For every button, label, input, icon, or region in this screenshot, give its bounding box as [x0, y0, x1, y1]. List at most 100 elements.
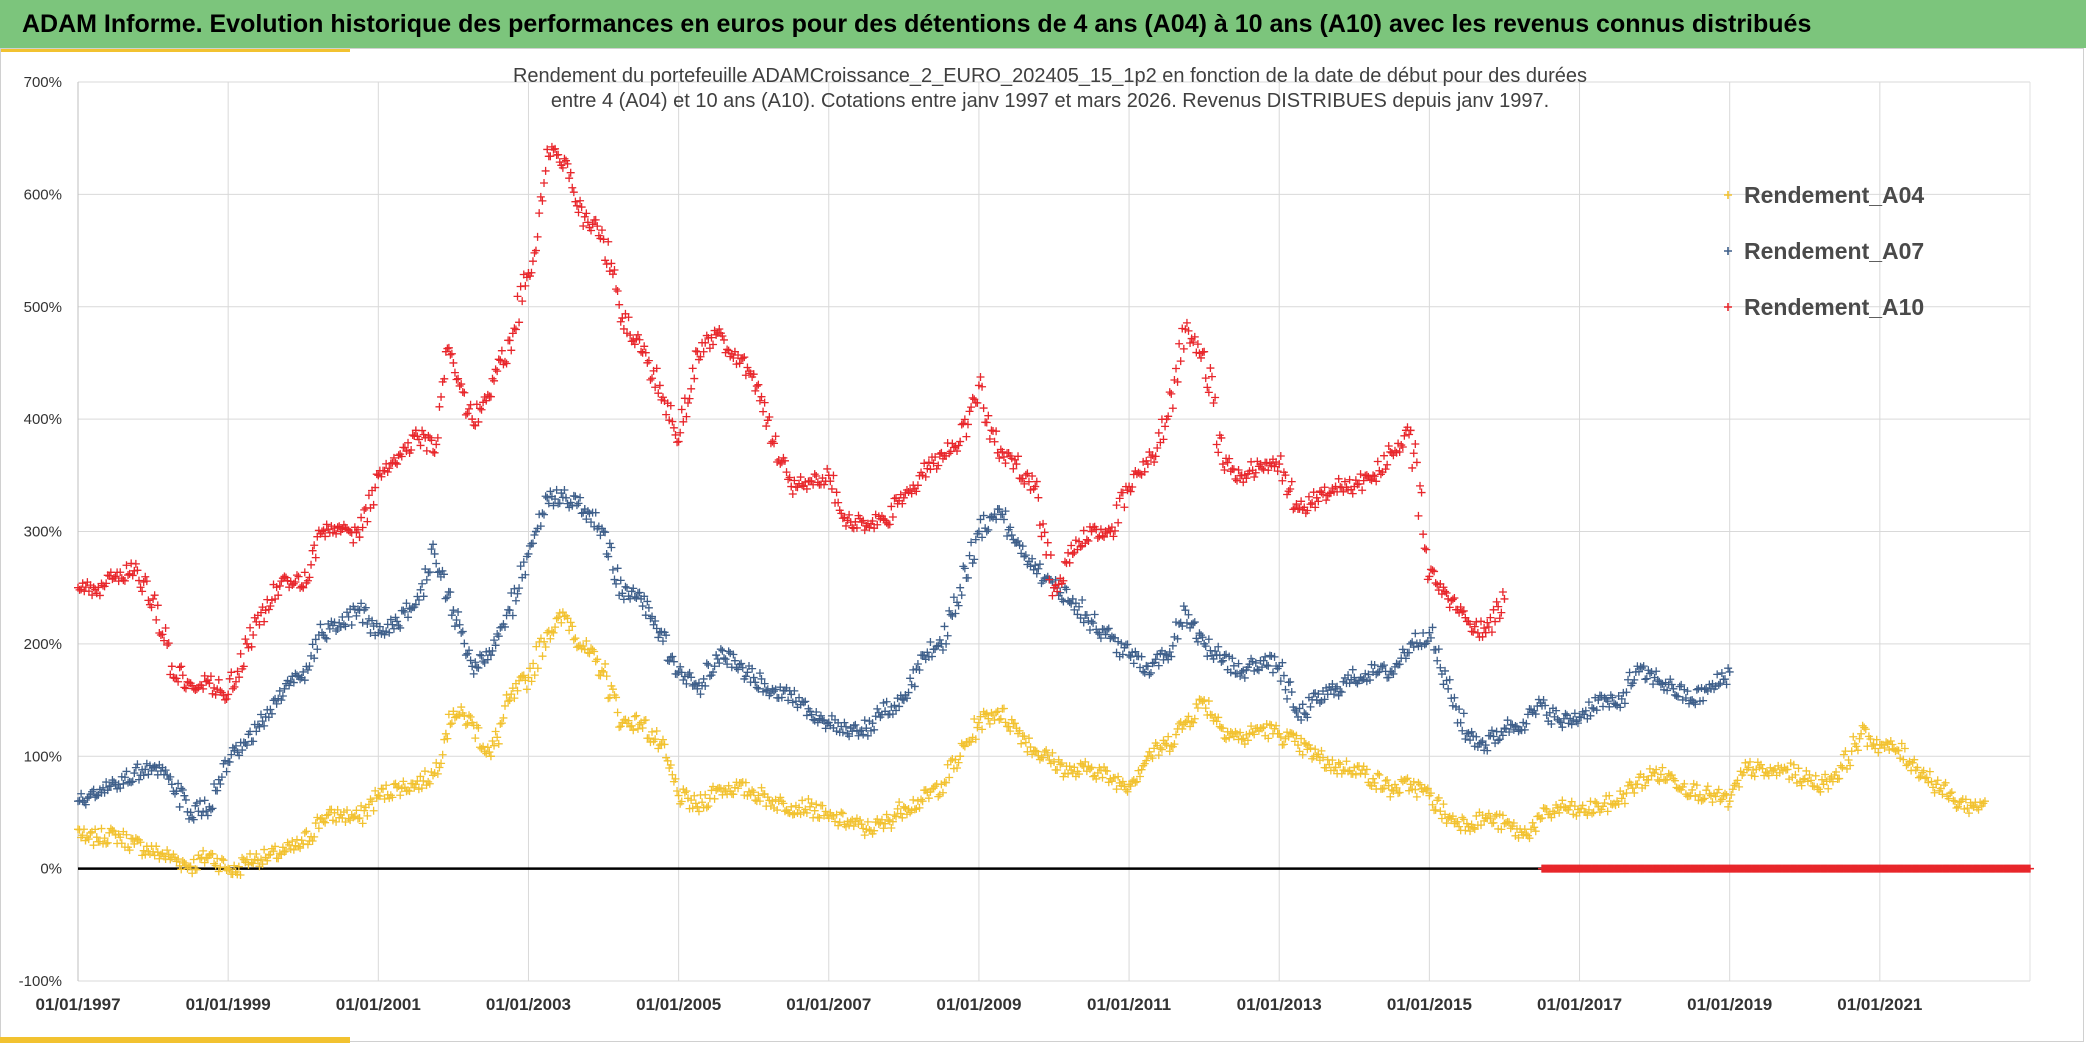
data-point: [718, 331, 727, 340]
data-point: [1034, 493, 1043, 502]
data-point: [305, 662, 314, 671]
data-point: [663, 756, 672, 765]
data-point: [973, 529, 982, 538]
data-point: [291, 577, 300, 586]
data-point: [1204, 697, 1213, 706]
y-axis: -100%0%100%200%300%400%500%600%700%: [19, 74, 62, 990]
data-point: [210, 859, 219, 868]
data-point: [238, 746, 247, 755]
data-point: [130, 769, 139, 778]
data-point: [1409, 449, 1418, 458]
data-point: [1799, 775, 1808, 784]
data-point: [1764, 771, 1773, 780]
data-point: [1236, 728, 1245, 737]
data-point: [1273, 467, 1282, 476]
data-point: [777, 693, 786, 702]
data-point: [1129, 659, 1138, 668]
data-point: [973, 723, 982, 732]
data-point: [1498, 731, 1507, 740]
data-point: [704, 660, 713, 669]
x-tick-label: 01/01/2003: [486, 995, 571, 1014]
data-point: [666, 760, 675, 769]
data-point: [1941, 778, 1950, 787]
data-point: [504, 336, 513, 345]
data-point: [443, 734, 452, 743]
data-point: [1860, 723, 1869, 732]
data-point: [696, 690, 705, 699]
data-point: [1455, 822, 1464, 831]
data-point: [546, 487, 555, 496]
data-point: [314, 824, 323, 833]
data-point: [859, 730, 868, 739]
data-point: [1048, 748, 1057, 757]
data-point: [1531, 710, 1540, 719]
data-point: [748, 373, 757, 381]
data-point: [416, 441, 425, 450]
data-point: [1351, 770, 1360, 779]
data-point: [441, 729, 450, 738]
data-point: [1137, 765, 1146, 774]
data-point: [1278, 476, 1287, 485]
data-point: [1193, 637, 1202, 646]
data-point: [1630, 788, 1639, 797]
data-point: [1633, 780, 1642, 789]
data-point: [1419, 530, 1428, 539]
data-point: [1020, 552, 1029, 561]
data-point: [257, 608, 265, 617]
data-point: [735, 359, 744, 368]
data-point: [865, 523, 874, 532]
data-point: [1408, 638, 1417, 647]
data-point: [1639, 662, 1648, 671]
data-point: [662, 631, 671, 640]
data-point: [676, 428, 685, 437]
data-point: [810, 470, 819, 479]
data-point: [621, 582, 630, 591]
data-point: [571, 197, 580, 206]
data-point: [1403, 423, 1412, 432]
data-point: [1965, 809, 1973, 818]
data-point: [516, 562, 525, 571]
data-point: [1136, 772, 1145, 781]
data-point: [729, 353, 738, 362]
data-point: [296, 844, 305, 853]
data-point: [660, 740, 669, 749]
data-point: [765, 796, 774, 805]
y-tick-label: 500%: [24, 299, 62, 316]
data-point: [97, 824, 106, 833]
data-point: [527, 677, 536, 686]
data-point: [397, 452, 406, 461]
data-point: [1325, 760, 1334, 769]
data-point: [845, 732, 854, 741]
data-point: [322, 811, 331, 820]
data-point: [260, 617, 269, 626]
series-rendement-a10: [74, 142, 1509, 704]
data-point: [208, 849, 217, 858]
data-point: [949, 593, 958, 602]
data-point: [427, 545, 436, 554]
data-point: [1441, 666, 1450, 675]
data-point: [1297, 715, 1306, 724]
data-point: [832, 488, 841, 497]
data-point: [1348, 665, 1357, 674]
data-point: [475, 650, 484, 659]
data-point: [1375, 770, 1384, 779]
data-point: [1317, 746, 1326, 755]
data-point: [1056, 760, 1065, 769]
data-point: [1120, 503, 1129, 512]
data-point: [1411, 785, 1420, 794]
data-point: [810, 806, 819, 815]
data-point: [357, 513, 366, 522]
data-point: [180, 791, 189, 800]
data-point: [687, 673, 696, 682]
data-point: [1112, 785, 1121, 794]
data-point: [1190, 332, 1199, 341]
data-point: [887, 502, 896, 511]
data-point: [616, 722, 625, 731]
data-point: [1295, 704, 1304, 713]
data-point: [1201, 704, 1210, 713]
data-point: [624, 716, 633, 725]
data-point: [1179, 602, 1188, 611]
data-point: [1164, 732, 1173, 741]
data-point: [161, 766, 170, 775]
data-point: [227, 668, 236, 677]
